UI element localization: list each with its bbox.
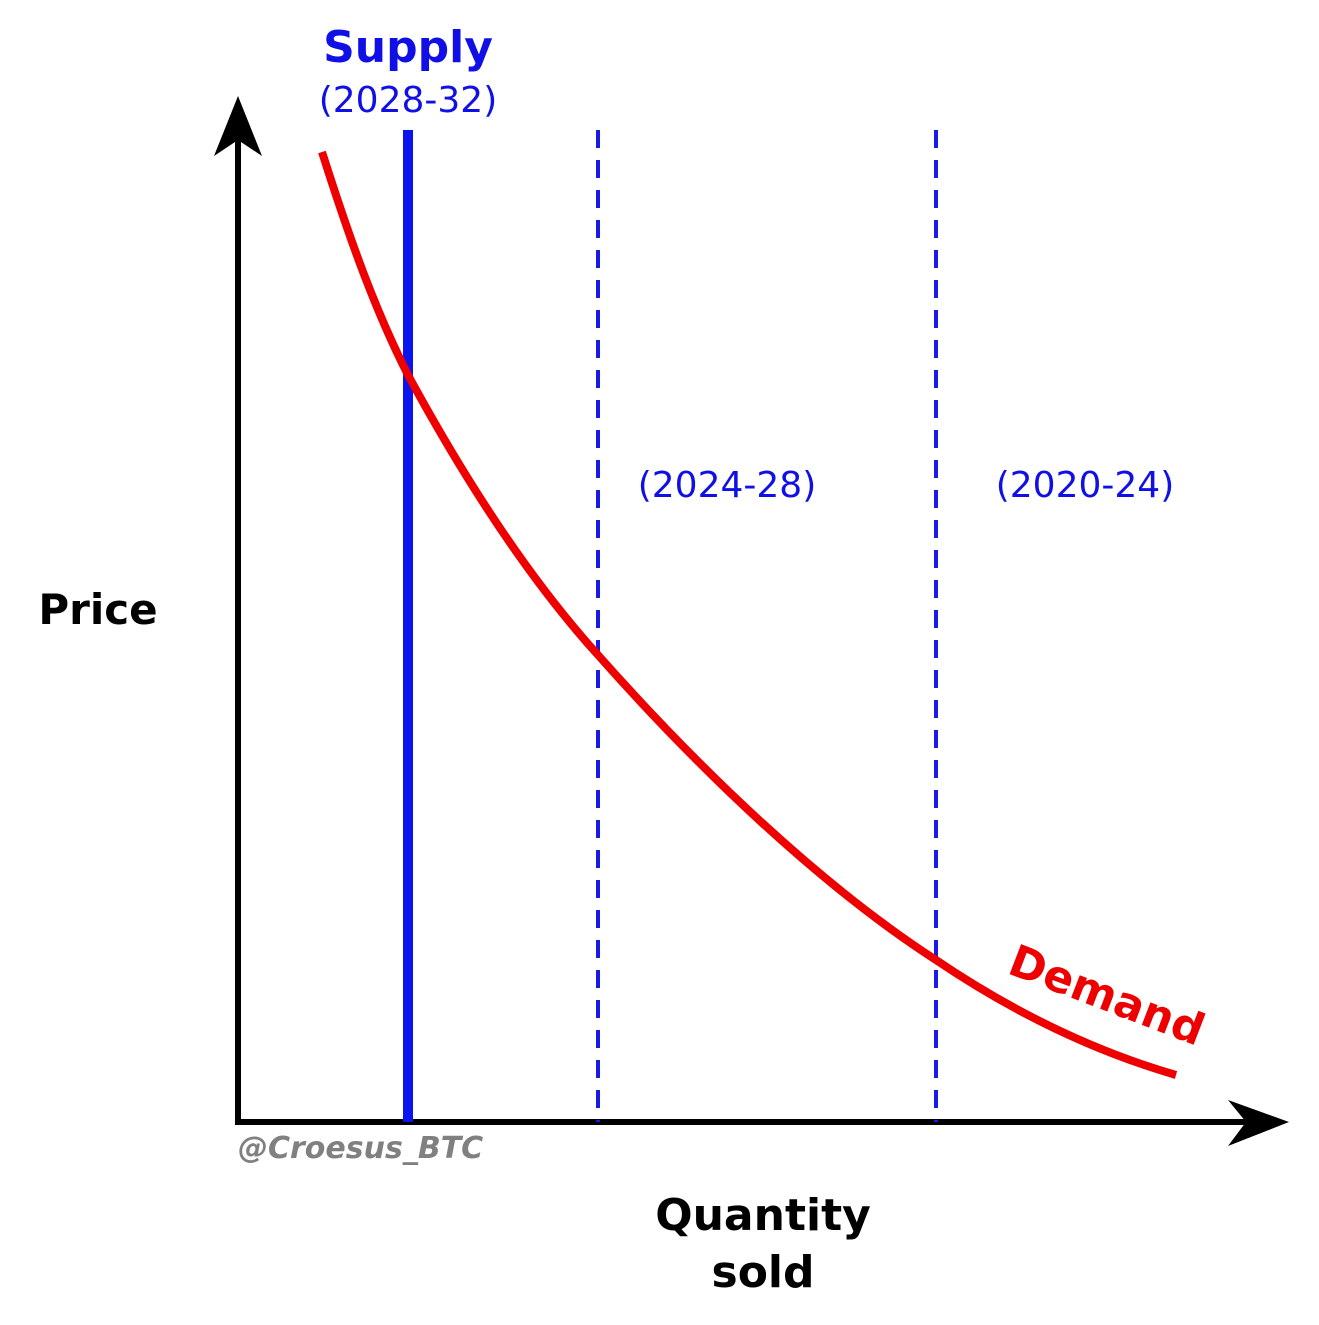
period-label: (2028-32) <box>319 80 498 121</box>
y-axis-label: Price <box>38 585 157 634</box>
credit: @Croesus_BTC <box>238 1131 483 1166</box>
x-axis-label: Quantity <box>655 1190 871 1241</box>
x-axis-arrow <box>1228 1100 1289 1146</box>
demand-curve <box>318 150 1178 1079</box>
period-label: (2024-28) <box>638 465 817 506</box>
y-axis-arrow <box>214 96 262 156</box>
supply-label: Supply <box>323 22 493 73</box>
period-label: (2020-24) <box>996 465 1175 506</box>
x-axis-label: sold <box>712 1247 815 1298</box>
